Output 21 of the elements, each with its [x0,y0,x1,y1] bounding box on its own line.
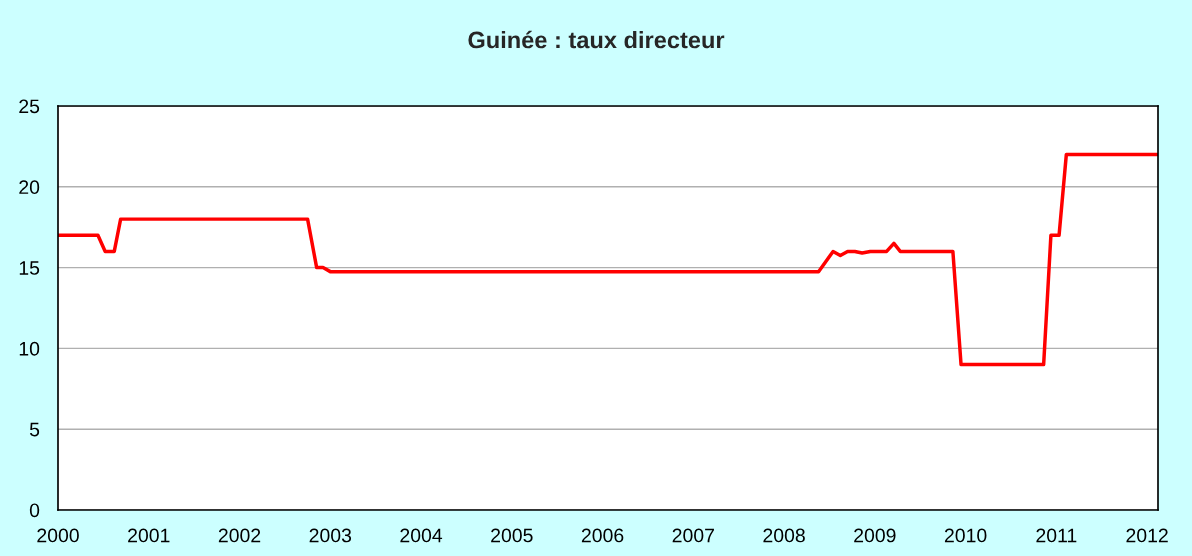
x-tick-label: 2006 [581,528,624,543]
x-tick-label: 2008 [763,528,805,543]
x-tick-label: 2001 [128,528,170,543]
x-tick-label: 2007 [672,528,714,543]
y-tick-label: 0 [29,503,40,518]
x-tick-label: 2010 [944,528,987,543]
x-tick-label: 2002 [218,528,261,543]
x-tick-label: 2009 [854,528,896,543]
y-tick-label: 20 [19,180,40,195]
x-tick-label: 2000 [37,528,79,543]
x-tick-label: 2004 [400,528,443,543]
y-tick-label: 5 [29,422,40,437]
x-tick-label: 2011 [1036,528,1077,543]
y-tick-label: 10 [19,341,40,356]
y-tick-label: 25 [19,99,40,114]
y-tick-label: 15 [19,261,40,275]
line-series [58,152,1158,367]
chart-title: Guinée : taux directeur [468,30,725,49]
x-tick-label: 2005 [491,528,533,543]
x-tick-label: 2012 [1126,528,1168,543]
x-tick-label: 2003 [309,528,352,543]
